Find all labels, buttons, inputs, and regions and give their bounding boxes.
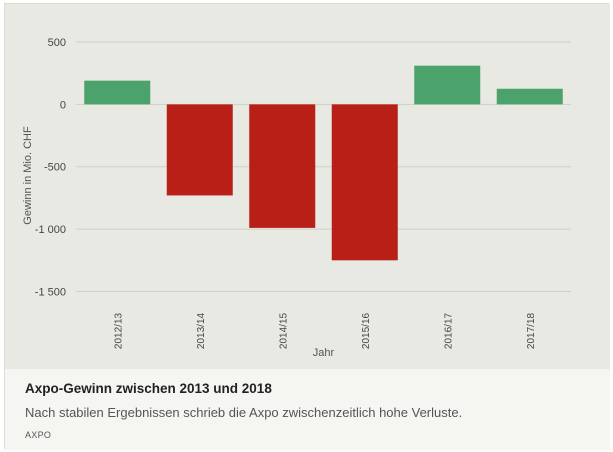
chart-source: AXPO xyxy=(25,430,52,440)
x-tick-label: 2013/14 xyxy=(196,312,207,349)
x-tick-label: 2017/18 xyxy=(526,312,537,349)
bar-2014-15 xyxy=(249,104,316,228)
chart-title: Axpo-Gewinn zwischen 2013 und 2018 xyxy=(25,381,272,396)
chart-subtitle: Nach stabilen Ergebnissen schrieb die Ax… xyxy=(25,405,463,420)
y-tick-label: 500 xyxy=(48,37,66,49)
x-axis-ticks: 2012/13 2013/14 2014/15 2015/16 2016/17 2017/… xyxy=(113,312,537,349)
y-axis-label: Gewinn in Mio. CHF xyxy=(22,126,34,225)
bar-2017-18 xyxy=(496,88,563,105)
bar-2012-13 xyxy=(84,80,151,105)
bar-chart: 500 0 -500 -1 000 -1 500 2012/13 2013/14 2014/… xyxy=(22,37,571,359)
y-tick-label: 0 xyxy=(60,99,66,111)
chart-caption: Axpo-Gewinn zwischen 2013 und 2018 Nach … xyxy=(5,369,610,450)
chart-card: 500 0 -500 -1 000 -1 500 2012/13 2013/14 2014/… xyxy=(4,3,610,450)
bar-2013-14 xyxy=(166,104,233,196)
bar-2015-16 xyxy=(331,104,398,261)
x-tick-label: 2012/13 xyxy=(113,312,124,349)
gridlines xyxy=(76,41,571,293)
bar-2016-17 xyxy=(414,65,481,105)
y-tick-label: -500 xyxy=(44,162,66,174)
x-tick-label: 2016/17 xyxy=(443,312,454,349)
plot-area: 500 0 -500 -1 000 -1 500 2012/13 2013/14 2014/… xyxy=(5,4,610,369)
x-tick-label: 2015/16 xyxy=(361,312,372,349)
y-tick-label: -1 500 xyxy=(35,287,66,299)
x-axis-label: Jahr xyxy=(313,347,335,359)
y-tick-label: -1 000 xyxy=(35,224,66,236)
bars xyxy=(84,65,563,261)
x-tick-label: 2014/15 xyxy=(278,312,289,349)
y-axis-ticks: 500 0 -500 -1 000 -1 500 xyxy=(35,37,66,299)
